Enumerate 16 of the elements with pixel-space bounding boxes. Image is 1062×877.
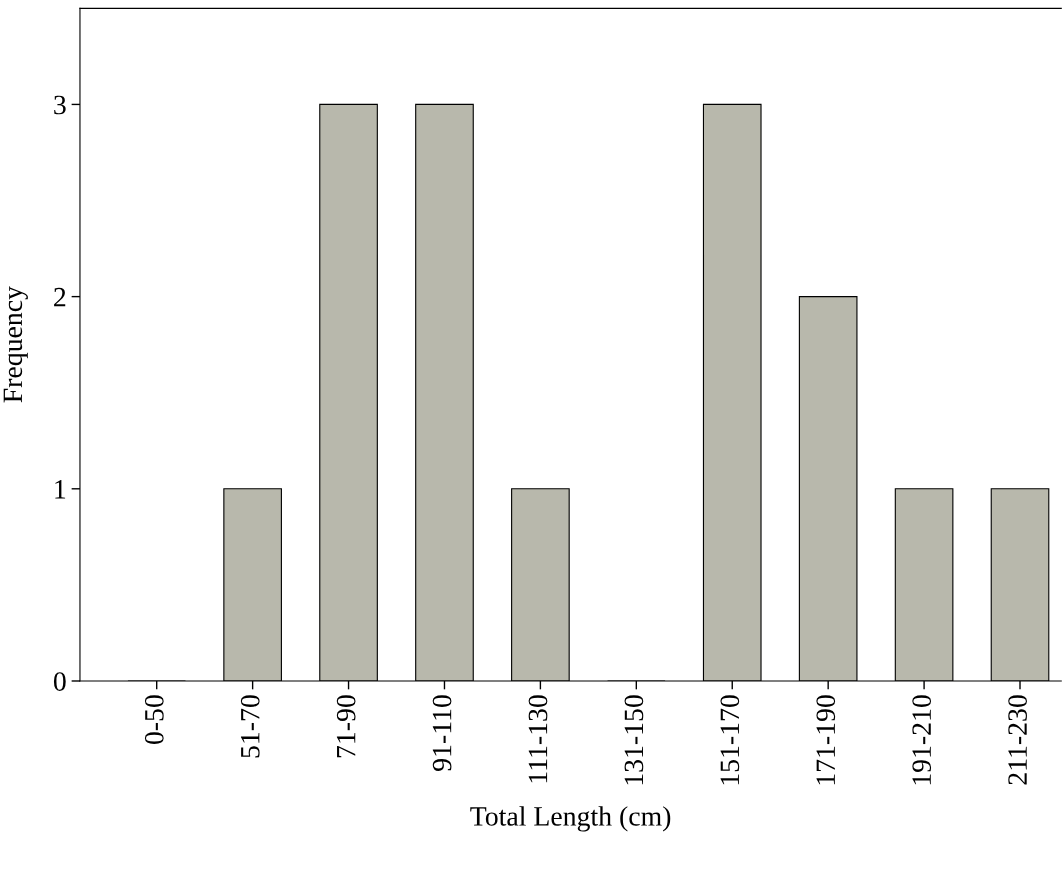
x-tick-label: 71-90	[336, 695, 356, 758]
x-tick-label: 211-230	[1008, 695, 1027, 785]
x-tick-label: 131-150	[624, 695, 644, 785]
x-tick-label: 0-50	[144, 695, 164, 745]
y-tick-label: 2	[54, 287, 66, 307]
y-tick-label: 0	[53, 672, 66, 691]
y-tick-label: 1	[55, 480, 66, 499]
x-tick-label: 171-190	[816, 695, 836, 785]
y-tick-label: 3	[54, 95, 66, 115]
x-axis-title: Total Length (cm)	[470, 806, 671, 832]
x-tick-label: 51-70	[240, 695, 260, 758]
x-tick-label: 111-130	[528, 695, 548, 783]
x-tick-label: 151-170	[720, 695, 740, 785]
x-tick-label: 91-110	[432, 695, 452, 771]
x-tick-label: 191-210	[912, 695, 932, 785]
y-axis-title: Frequency	[3, 286, 28, 403]
